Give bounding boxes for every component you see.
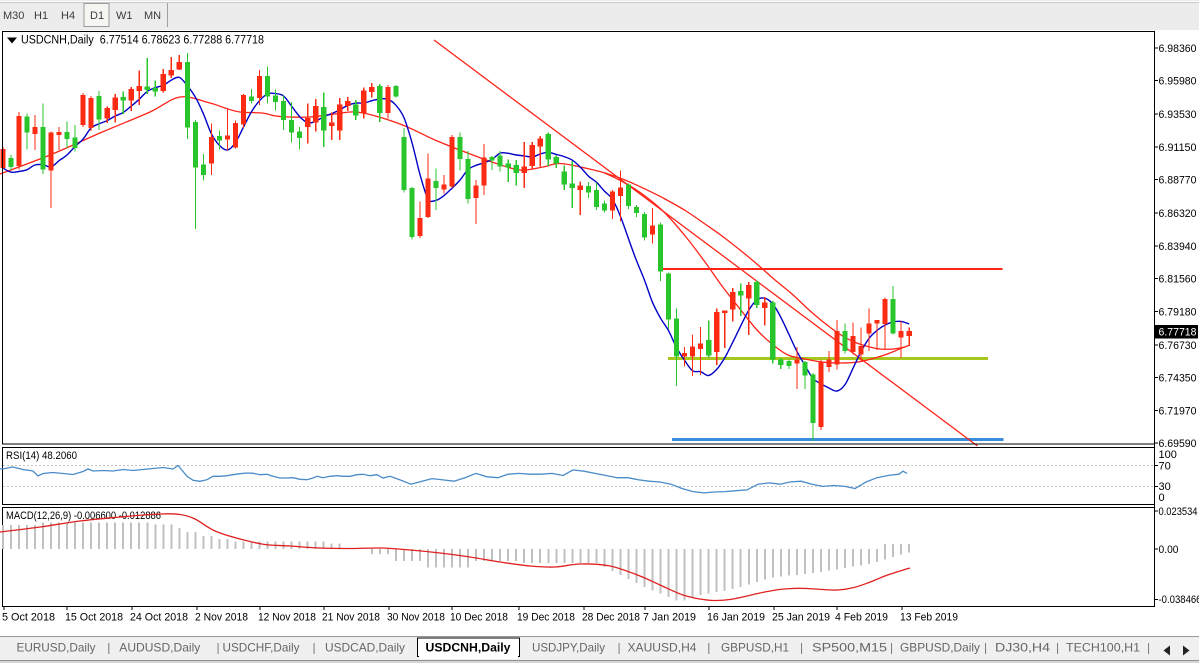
svg-text:12 Nov 2018: 12 Nov 2018 — [258, 612, 316, 624]
svg-text:EURUSD,Daily: EURUSD,Daily — [17, 641, 96, 655]
svg-text:6.81560: 6.81560 — [1159, 274, 1197, 286]
svg-text:GBPUSD,H1: GBPUSD,H1 — [721, 641, 789, 655]
svg-text:|: | — [217, 641, 220, 655]
svg-text:DJ30,H4: DJ30,H4 — [995, 641, 1050, 655]
svg-text:MACD(12,26,9) -0.006600 -0.012: MACD(12,26,9) -0.006600 -0.012886 — [6, 510, 161, 522]
svg-text:19 Dec 2018: 19 Dec 2018 — [517, 612, 575, 624]
svg-text:W1: W1 — [116, 10, 133, 22]
svg-text:6.93530: 6.93530 — [1159, 109, 1197, 121]
svg-text:USDCHF,Daily: USDCHF,Daily — [223, 641, 300, 655]
svg-text:|: | — [618, 641, 621, 655]
svg-text:|: | — [890, 641, 893, 655]
svg-text:SP500,M15: SP500,M15 — [812, 641, 887, 655]
svg-text:H1: H1 — [34, 10, 48, 22]
svg-text:USDJPY,Daily: USDJPY,Daily — [532, 641, 605, 655]
svg-text:TECH100,H1: TECH100,H1 — [1066, 641, 1140, 655]
svg-text:GBPUSD,Daily: GBPUSD,Daily — [900, 641, 980, 655]
svg-text:2 Nov 2018: 2 Nov 2018 — [195, 612, 248, 624]
svg-text:5 Oct 2018: 5 Oct 2018 — [2, 612, 55, 624]
svg-text:H4: H4 — [61, 10, 75, 22]
svg-text:6.91150: 6.91150 — [1159, 142, 1197, 154]
svg-text:MN: MN — [144, 10, 161, 22]
svg-text:6.77718: 6.77718 — [1159, 327, 1197, 339]
svg-text:70: 70 — [1159, 461, 1171, 473]
svg-text:6.83940: 6.83940 — [1159, 241, 1197, 253]
svg-text:6.71970: 6.71970 — [1159, 405, 1197, 417]
svg-text:USDCNH,Daily: USDCNH,Daily — [426, 641, 511, 655]
svg-text:RSI(14) 48.2060: RSI(14) 48.2060 — [6, 450, 77, 462]
svg-text:6.69590: 6.69590 — [1159, 438, 1197, 450]
svg-text:15 Oct 2018: 15 Oct 2018 — [65, 612, 123, 624]
svg-text:M30: M30 — [3, 10, 24, 22]
svg-text:13 Feb 2019: 13 Feb 2019 — [900, 612, 958, 624]
svg-text:6.76730: 6.76730 — [1159, 340, 1197, 352]
svg-text:6.86320: 6.86320 — [1159, 208, 1197, 220]
svg-text:0: 0 — [1159, 492, 1165, 504]
svg-text:|: | — [107, 641, 110, 655]
svg-text:D1: D1 — [90, 10, 104, 22]
svg-text:XAUUSD,H4: XAUUSD,H4 — [628, 641, 697, 655]
svg-text:6.74350: 6.74350 — [1159, 373, 1197, 385]
svg-text:30 Nov 2018: 30 Nov 2018 — [387, 612, 445, 624]
svg-text:|: | — [707, 641, 710, 655]
svg-text:28 Dec 2018: 28 Dec 2018 — [582, 612, 640, 624]
svg-text:|: | — [1056, 641, 1059, 655]
svg-text:6.95980: 6.95980 — [1159, 76, 1197, 88]
svg-text:6.88770: 6.88770 — [1159, 175, 1197, 187]
svg-text:USDCNH,Daily 6.77514 6.78623: USDCNH,Daily 6.77514 6.78623 6.77288 6.7… — [21, 35, 264, 47]
svg-text:16 Jan 2019: 16 Jan 2019 — [707, 612, 765, 624]
svg-text:100: 100 — [1159, 449, 1177, 461]
svg-text:USDCAD,Daily: USDCAD,Daily — [325, 641, 405, 655]
svg-text:10 Dec 2018: 10 Dec 2018 — [450, 612, 508, 624]
svg-text:24 Oct 2018: 24 Oct 2018 — [130, 612, 188, 624]
svg-text:|: | — [800, 641, 803, 655]
svg-text:0.00: 0.00 — [1159, 544, 1179, 556]
svg-text:|: | — [1147, 641, 1150, 655]
svg-text:6.98360: 6.98360 — [1159, 43, 1197, 55]
svg-text:|: | — [984, 641, 987, 655]
svg-text:30: 30 — [1159, 481, 1171, 493]
svg-text:21 Nov 2018: 21 Nov 2018 — [322, 612, 380, 624]
svg-text:-0.038466: -0.038466 — [1159, 594, 1199, 606]
svg-text:|: | — [313, 641, 316, 655]
svg-text:25 Jan 2019: 25 Jan 2019 — [772, 612, 830, 624]
svg-text:7 Jan 2019: 7 Jan 2019 — [643, 612, 696, 624]
svg-text:6.79180: 6.79180 — [1159, 306, 1197, 318]
svg-text:0.023534: 0.023534 — [1159, 506, 1198, 518]
svg-text:AUDUSD,Daily: AUDUSD,Daily — [119, 641, 200, 655]
svg-text:4 Feb 2019: 4 Feb 2019 — [835, 612, 888, 624]
